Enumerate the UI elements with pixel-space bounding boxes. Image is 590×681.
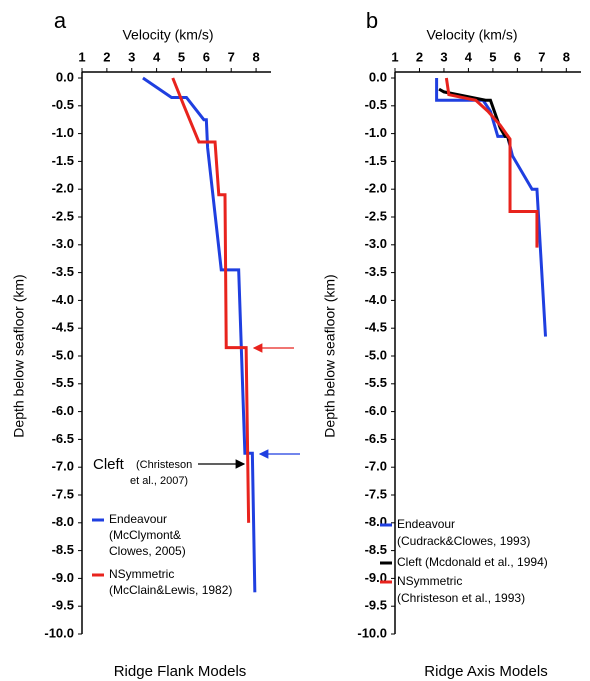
x-tick-label: 7 xyxy=(228,49,235,64)
legend-note: (Cudrack&Clowes, 1993) xyxy=(397,534,530,548)
y-tick-label: 0.0 xyxy=(56,69,74,84)
y-tick-label: -3.5 xyxy=(365,264,387,279)
y-tick-label: -3.5 xyxy=(52,264,74,279)
x-axis-title: Velocity (km/s) xyxy=(122,27,213,43)
y-tick-label: -1.5 xyxy=(365,153,387,168)
y-tick-label: -0.5 xyxy=(52,97,74,112)
y-tick-label: -7.5 xyxy=(365,486,387,501)
y-tick-label: -2.5 xyxy=(365,208,387,223)
legend-label: Endeavour xyxy=(109,512,167,526)
y-tick-label: -7.5 xyxy=(52,486,74,501)
y-tick-label: -4.5 xyxy=(52,320,74,335)
x-tick-label: 1 xyxy=(78,49,85,64)
series-line xyxy=(171,77,251,523)
y-axis-title: Depth below seafloor (km) xyxy=(322,274,338,437)
y-tick-label: -4.0 xyxy=(52,292,74,307)
y-tick-label: -6.0 xyxy=(365,403,387,418)
x-tick-label: 7 xyxy=(538,49,545,64)
y-tick-label: -3.0 xyxy=(365,236,387,251)
y-tick-label: -5.5 xyxy=(365,375,387,390)
x-tick-label: 4 xyxy=(153,49,161,64)
y-tick-label: -6.5 xyxy=(52,431,74,446)
y-tick-label: -1.5 xyxy=(52,153,74,168)
legend-note: (McClymont& xyxy=(109,528,181,542)
y-tick-label: -2.5 xyxy=(52,208,74,223)
y-tick-label: -3.0 xyxy=(52,236,74,251)
y-tick-label: -4.0 xyxy=(365,292,387,307)
y-axis-title: Depth below seafloor (km) xyxy=(11,274,27,437)
series-line xyxy=(435,78,548,337)
y-tick-label: -7.0 xyxy=(365,459,387,474)
legend-label: NSymmetric xyxy=(109,567,174,581)
x-axis-title: Velocity (km/s) xyxy=(426,27,517,43)
legend-label: Cleft (Mcdonald et al., 1994) xyxy=(397,555,548,569)
y-tick-label: -5.5 xyxy=(52,375,74,390)
annotation: Cleft xyxy=(93,456,125,473)
y-tick-label: -0.5 xyxy=(365,97,387,112)
y-tick-label: -8.0 xyxy=(365,514,387,529)
y-tick-label: -10.0 xyxy=(44,625,74,640)
y-tick-label: -8.5 xyxy=(52,542,74,557)
x-tick-label: 1 xyxy=(391,49,398,64)
legend-label: NSymmetric xyxy=(397,574,462,588)
legend-note: Clowes, 2005) xyxy=(109,544,186,558)
x-tick-label: 5 xyxy=(489,49,496,64)
panel-label: a xyxy=(54,8,67,33)
y-tick-label: -8.0 xyxy=(52,514,74,529)
y-tick-label: 0.0 xyxy=(369,69,387,84)
caption: Ridge Flank Models xyxy=(114,663,247,680)
legend-note: (Christeson et al., 1993) xyxy=(397,591,525,605)
y-tick-label: -5.0 xyxy=(52,347,74,362)
x-tick-label: 2 xyxy=(103,49,110,64)
y-tick-label: -2.0 xyxy=(52,181,74,196)
annotation: et al., 2007) xyxy=(130,475,188,487)
y-tick-label: -7.0 xyxy=(52,459,74,474)
x-tick-label: 4 xyxy=(465,49,473,64)
y-tick-label: -10.0 xyxy=(357,625,387,640)
x-tick-label: 5 xyxy=(178,49,185,64)
y-tick-label: -8.5 xyxy=(365,542,387,557)
y-tick-label: -9.0 xyxy=(52,570,74,585)
x-tick-label: 6 xyxy=(203,49,210,64)
legend-label: Endeavour xyxy=(397,517,455,531)
x-tick-label: 6 xyxy=(514,49,521,64)
x-tick-label: 3 xyxy=(440,49,447,64)
x-tick-label: 3 xyxy=(128,49,135,64)
annotation: (Christeson xyxy=(136,459,192,471)
caption: Ridge Axis Models xyxy=(424,663,547,680)
y-tick-label: -2.0 xyxy=(365,181,387,196)
y-tick-label: -4.5 xyxy=(365,320,387,335)
legend-note: (McClain&Lewis, 1982) xyxy=(109,583,232,597)
x-tick-label: 8 xyxy=(252,49,259,64)
y-tick-label: -5.0 xyxy=(365,347,387,362)
y-tick-label: -9.5 xyxy=(52,598,74,613)
y-tick-label: -1.0 xyxy=(52,125,74,140)
panel-label: b xyxy=(366,8,378,33)
series-line xyxy=(444,77,539,248)
y-tick-label: -9.5 xyxy=(365,598,387,613)
y-tick-label: -1.0 xyxy=(365,125,387,140)
y-tick-label: -6.5 xyxy=(365,431,387,446)
y-tick-label: -6.0 xyxy=(52,403,74,418)
x-tick-label: 2 xyxy=(416,49,423,64)
x-tick-label: 8 xyxy=(563,49,570,64)
